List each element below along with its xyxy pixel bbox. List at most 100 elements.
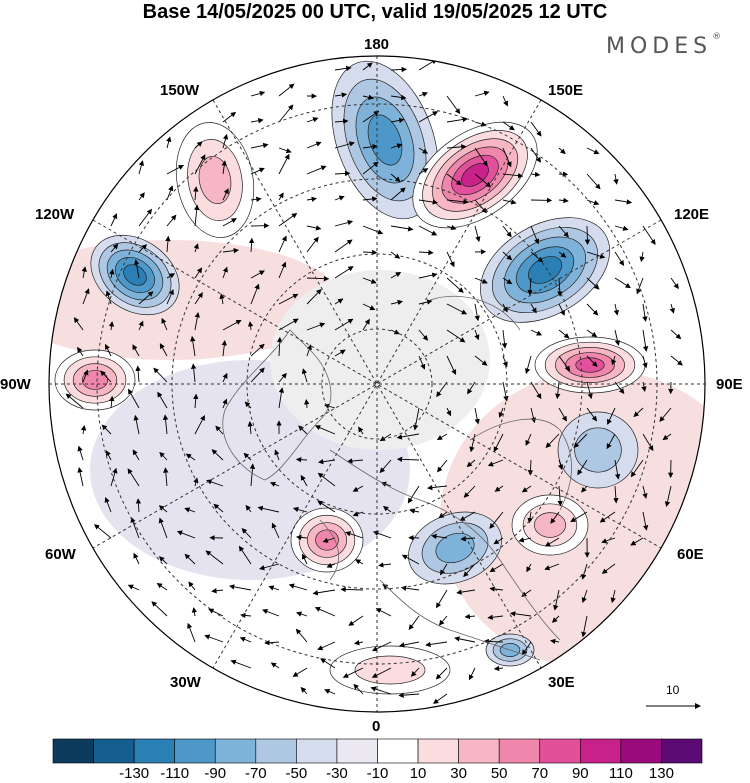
wind-arrow	[614, 329, 621, 346]
wind-arrow	[135, 365, 141, 383]
lon-label-60e: 60E	[677, 546, 704, 563]
wind-arrow	[398, 692, 420, 698]
wind-arrow	[474, 303, 480, 322]
wind-arrow	[138, 320, 144, 331]
wind-arrow	[161, 317, 168, 331]
wind-arrow	[446, 277, 464, 293]
wind-arrow	[432, 693, 448, 704]
wind-arrow	[278, 147, 292, 154]
wind-arrow	[65, 393, 84, 409]
wind-arrow	[510, 611, 532, 617]
wind-arrow	[322, 537, 336, 543]
wind-arrow	[211, 449, 224, 461]
wind-arrow	[493, 433, 504, 453]
wind-arrow	[194, 141, 203, 149]
wind-arrow	[487, 459, 504, 467]
wind-arrow	[194, 292, 203, 305]
wind-arrow	[162, 414, 169, 435]
lon-label-150e: 150E	[548, 82, 584, 99]
wind-arrow	[362, 303, 376, 311]
colorbar-swatch	[52, 738, 94, 764]
wind-arrow	[193, 393, 199, 409]
wind-arrow	[247, 321, 254, 331]
wind-arrow	[642, 433, 654, 452]
wind-arrow	[613, 303, 620, 316]
wind-arrow	[390, 225, 414, 232]
wind-arrow	[669, 303, 675, 314]
wind-arrow	[586, 251, 606, 259]
wind-arrow	[557, 277, 563, 297]
wind-arrow	[250, 196, 262, 202]
wind-arrow	[271, 522, 280, 539]
map-title: Base 14/05/2025 00 UTC, valid 19/05/2025…	[142, 1, 608, 23]
anomaly-east-siberia-low	[479, 217, 611, 323]
wind-arrow	[301, 368, 308, 383]
wind-arrow	[278, 192, 284, 201]
wind-arrow	[527, 511, 533, 524]
wind-arrow	[278, 372, 287, 383]
wind-arrow	[334, 266, 354, 279]
wind-arrow	[642, 303, 648, 322]
wind-arrow	[584, 225, 591, 245]
wind-arrow	[375, 608, 392, 617]
wind-arrow	[208, 608, 224, 617]
wind-arrow	[278, 318, 299, 331]
wind-arrow	[109, 268, 115, 279]
anomaly-okhotsk-high	[412, 121, 538, 229]
wind-arrow	[558, 303, 565, 316]
wind-arrow	[456, 589, 476, 595]
lon-label-150w: 150W	[160, 82, 200, 99]
wind-arrow	[613, 173, 619, 185]
wind-arrow	[446, 355, 457, 376]
wind-arrow	[132, 449, 140, 461]
wind-arrow	[334, 141, 355, 149]
wind-arrow	[502, 251, 513, 261]
wind-arrow	[298, 425, 308, 435]
wind-arrow	[250, 90, 266, 97]
wind-arrow	[296, 611, 308, 617]
anomaly-central-siberia-high	[534, 336, 646, 394]
wind-arrow	[127, 584, 140, 591]
wind-arrow	[110, 243, 119, 253]
wind-arrow	[276, 336, 283, 357]
wind-arrow	[362, 94, 374, 100]
wind-arrow	[138, 160, 145, 175]
wind-arrow	[259, 563, 280, 571]
wind-arrow	[262, 608, 280, 617]
wind-arrow	[239, 636, 252, 643]
wind-arrow	[194, 415, 205, 435]
wind-arrow	[390, 299, 403, 306]
colorbar-swatch	[498, 738, 541, 764]
wind-arrow	[440, 563, 448, 576]
wind-arrow	[213, 503, 224, 513]
wind-arrow	[446, 116, 468, 123]
wind-arrow	[300, 474, 308, 487]
wind-arrow	[530, 381, 542, 400]
wind-arrow	[204, 634, 224, 643]
wind-arrow	[268, 585, 280, 591]
wind-arrow	[573, 433, 588, 448]
wind-arrow	[586, 329, 598, 338]
wind-arrow	[151, 601, 168, 617]
wind-arrow	[222, 188, 229, 201]
wind-arrow	[166, 289, 174, 305]
wind-arrow	[436, 433, 448, 441]
wind-arrow	[446, 303, 468, 315]
coastlines	[222, 295, 572, 661]
wind-arrow	[317, 641, 336, 651]
wind-arrow	[249, 463, 256, 487]
wind-arrow	[138, 244, 148, 253]
wind-arrow	[347, 458, 364, 464]
colorbar-swatch	[580, 738, 622, 764]
wind-arrow	[642, 511, 649, 531]
wind-arrow	[642, 355, 648, 369]
wind-arrow	[530, 171, 541, 178]
wind-arrow	[601, 537, 616, 544]
colorbar-tick-label: -50	[285, 765, 308, 782]
wind-arrow	[610, 589, 616, 604]
wind-arrow	[222, 372, 228, 383]
wind-arrow	[77, 346, 84, 357]
wind-arrow	[353, 683, 364, 695]
wind-arrow	[581, 615, 588, 638]
wind-arrow	[138, 208, 153, 227]
